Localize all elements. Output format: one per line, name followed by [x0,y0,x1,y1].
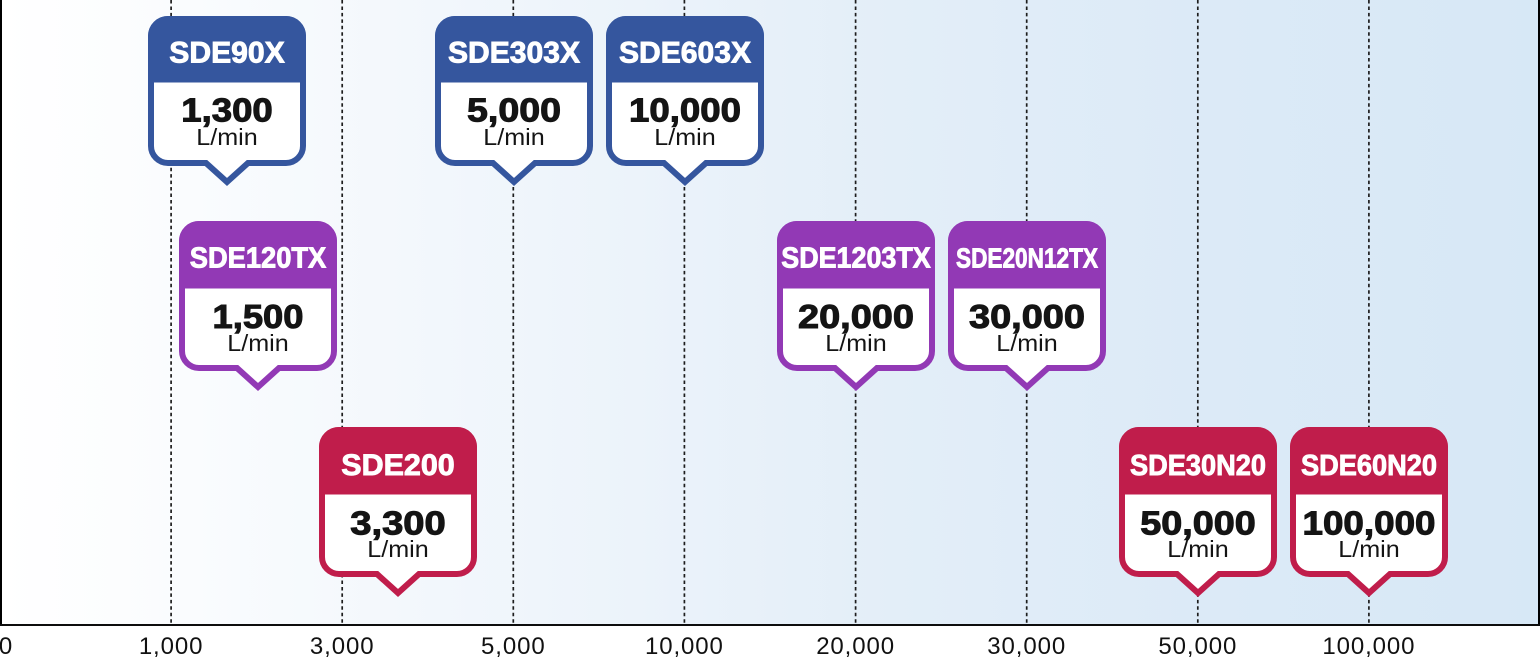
svg-text:L/min: L/min [996,330,1058,356]
svg-text:L/min: L/min [367,536,429,562]
svg-text:L/min: L/min [654,123,716,149]
svg-text:SDE30N20: SDE30N20 [1130,449,1266,481]
svg-text:SDE90X: SDE90X [169,36,285,69]
svg-text:L/min: L/min [1167,536,1229,562]
svg-text:3,300: 3,300 [350,504,446,541]
svg-text:20,000: 20,000 [798,298,914,335]
svg-text:1,500: 1,500 [212,298,303,335]
svg-text:L/min: L/min [227,330,289,356]
svg-text:L/min: L/min [1338,536,1400,562]
svg-text:L/min: L/min [825,330,887,356]
svg-text:SDE200: SDE200 [341,448,455,481]
svg-text:L/min: L/min [196,123,258,149]
svg-text:10,000: 10,000 [629,91,741,128]
svg-text:SDE120TX: SDE120TX [189,243,326,275]
svg-text:SDE603X: SDE603X [619,36,751,69]
svg-text:100,000: 100,000 [1303,504,1436,541]
svg-text:SDE60N20: SDE60N20 [1301,449,1437,481]
svg-text:1,300: 1,300 [181,91,273,128]
svg-text:SDE20N12TX: SDE20N12TX [956,243,1098,274]
svg-text:5,000: 5,000 [467,91,561,128]
svg-text:SDE303X: SDE303X [448,36,580,69]
svg-text:50,000: 50,000 [1140,504,1256,541]
svg-text:SDE1203TX: SDE1203TX [781,243,931,275]
svg-text:L/min: L/min [483,123,545,149]
svg-text:30,000: 30,000 [969,298,1085,335]
